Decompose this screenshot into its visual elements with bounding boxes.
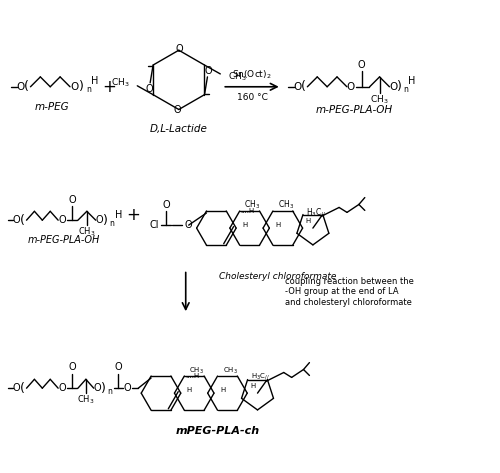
Text: (: ( [20, 382, 25, 394]
Text: H: H [91, 76, 98, 86]
Text: O: O [124, 383, 131, 393]
Text: O: O [204, 66, 212, 76]
Text: H: H [186, 387, 192, 393]
Text: CH$_3$: CH$_3$ [78, 226, 96, 238]
Text: O: O [184, 220, 192, 230]
Text: D,L-Lactide: D,L-Lactide [150, 124, 208, 134]
Text: (: ( [301, 80, 306, 93]
Text: +: + [126, 206, 140, 224]
Text: H: H [408, 76, 415, 86]
Text: CH$_3$: CH$_3$ [228, 70, 247, 83]
Text: CH$_3$: CH$_3$ [223, 365, 238, 376]
Text: CH$_3$: CH$_3$ [111, 77, 130, 89]
Text: CH$_3$: CH$_3$ [244, 198, 260, 210]
Text: O: O [176, 44, 184, 54]
Text: CH$_3$: CH$_3$ [188, 365, 204, 376]
Text: O: O [71, 82, 79, 92]
Text: H: H [250, 384, 255, 389]
Text: H: H [220, 387, 225, 393]
Text: O: O [346, 82, 355, 92]
Text: 160 °C: 160 °C [236, 93, 268, 102]
Text: O: O [174, 105, 182, 115]
Text: O: O [58, 383, 66, 393]
Text: (: ( [24, 80, 29, 93]
Text: O: O [68, 362, 76, 372]
Text: O: O [358, 60, 366, 70]
Text: O: O [114, 362, 122, 372]
Text: ): ) [397, 80, 402, 93]
Text: n: n [108, 386, 112, 395]
Text: O: O [16, 82, 24, 92]
Text: CH$_3$: CH$_3$ [278, 198, 294, 210]
Text: O: O [13, 383, 20, 393]
Text: Cholesteryl chloroformate: Cholesteryl chloroformate [219, 272, 336, 281]
Text: O: O [68, 195, 76, 205]
Text: mPEG-PLA-ch: mPEG-PLA-ch [176, 426, 260, 436]
Text: H$_3$C$_{//}$: H$_3$C$_{//}$ [252, 372, 270, 383]
Text: ....H: ....H [185, 373, 200, 379]
Text: O: O [390, 82, 398, 92]
Text: O: O [146, 84, 153, 94]
Text: O: O [294, 82, 302, 92]
Text: (: ( [20, 214, 25, 227]
Text: O: O [96, 215, 104, 225]
Text: ): ) [103, 214, 108, 227]
Text: O: O [162, 201, 170, 210]
Text: H: H [242, 222, 248, 228]
Text: coupling reaction between the
-OH group at the end of LA
and cholesteryl chlorof: coupling reaction between the -OH group … [284, 277, 414, 307]
Text: H: H [276, 222, 280, 228]
Text: Cl: Cl [149, 220, 158, 230]
Text: CH$_3$: CH$_3$ [370, 93, 389, 106]
Text: H: H [306, 219, 310, 224]
Text: ): ) [80, 80, 84, 93]
Text: n: n [86, 85, 90, 94]
Text: m-PEG-PLA-OH: m-PEG-PLA-OH [316, 105, 392, 114]
Text: m-PEG: m-PEG [35, 102, 70, 112]
Text: n: n [110, 219, 114, 228]
Text: ....H: ....H [240, 208, 255, 214]
Text: O: O [58, 215, 66, 225]
Text: CH$_3$: CH$_3$ [77, 394, 94, 406]
Text: n: n [404, 85, 408, 94]
Text: m-PEG-PLA-OH: m-PEG-PLA-OH [28, 235, 101, 245]
Text: Sn(Oct)$_2$: Sn(Oct)$_2$ [232, 69, 272, 81]
Text: O: O [13, 215, 20, 225]
Text: H: H [115, 210, 122, 220]
Text: +: + [102, 78, 117, 96]
Text: H$_3$C$_{//}$: H$_3$C$_{//}$ [306, 206, 326, 219]
Text: ): ) [101, 382, 106, 394]
Text: O: O [94, 383, 102, 393]
